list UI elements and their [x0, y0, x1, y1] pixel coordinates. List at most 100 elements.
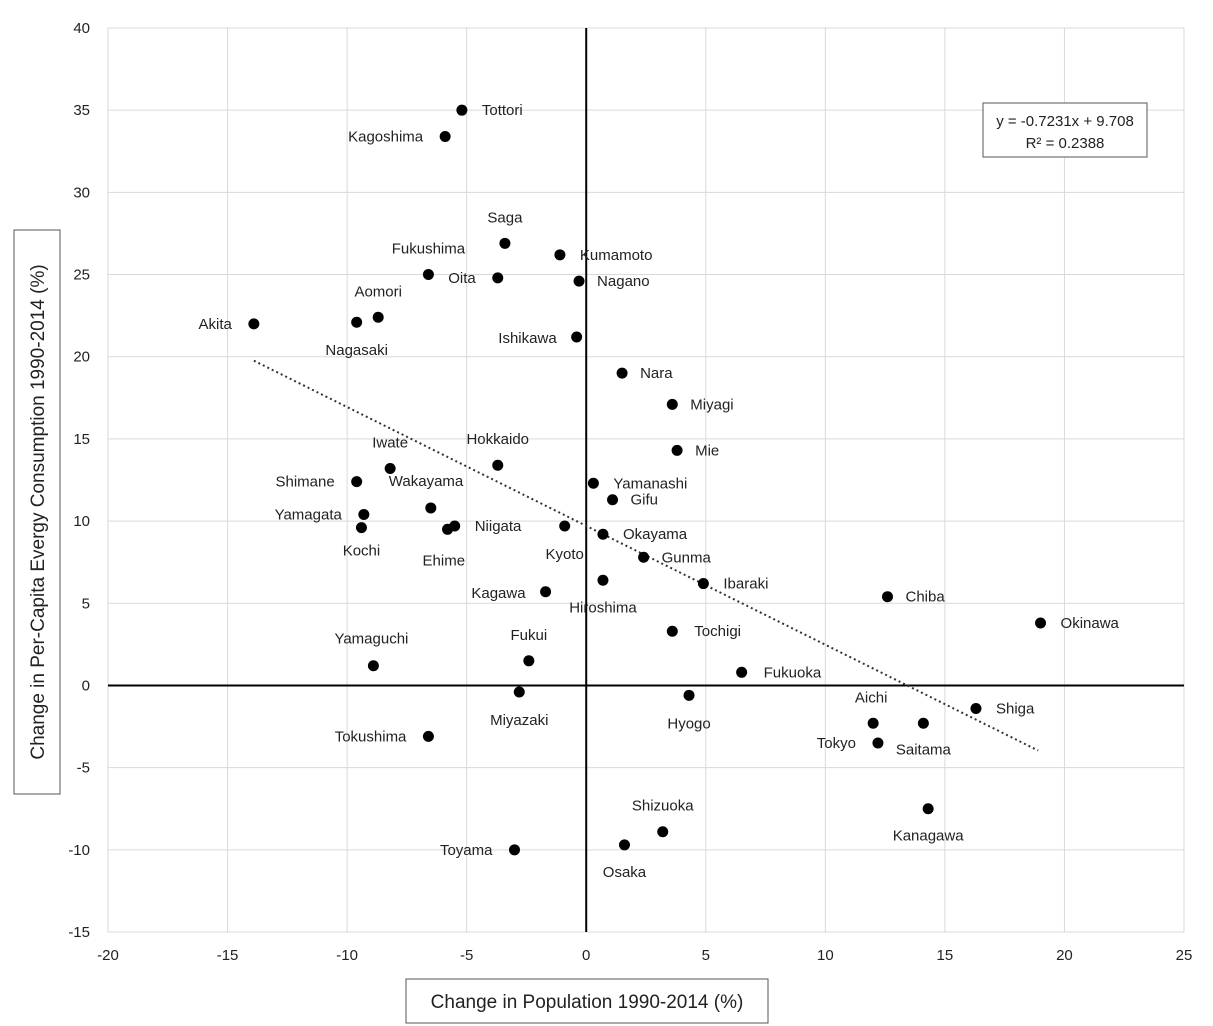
- point-label: Oita: [448, 270, 476, 287]
- data-point: [970, 702, 982, 714]
- data-point: [355, 522, 367, 534]
- trendline-equation: y = -0.7231x + 9.708: [996, 113, 1134, 130]
- data-point: [882, 591, 894, 603]
- point-label: Fukushima: [392, 241, 466, 258]
- data-point: [697, 578, 709, 590]
- data-point: [573, 275, 585, 287]
- data-point: [384, 462, 396, 474]
- data-point: [248, 318, 260, 330]
- point-label: Okayama: [623, 526, 688, 543]
- x-tick-label: 20: [1056, 947, 1073, 964]
- point-label: Okinawa: [1061, 615, 1120, 632]
- y-tick-label: 20: [73, 349, 90, 366]
- point-label: Fukui: [510, 627, 547, 644]
- point-label: Gifu: [631, 492, 659, 509]
- data-point: [367, 660, 379, 672]
- y-axis-title-box: Change in Per-Capita Evergy Consumption …: [13, 229, 61, 795]
- x-tick-label: 10: [817, 947, 834, 964]
- equation-box: y = -0.7231x + 9.708 R² = 0.2388: [982, 102, 1148, 158]
- y-axis-title: Change in Per-Capita Evergy Consumption …: [28, 264, 49, 759]
- trendline: [253, 359, 1039, 752]
- y-tick-label: 35: [73, 102, 90, 119]
- data-point: [422, 269, 434, 281]
- data-point: [442, 523, 454, 535]
- point-label: Kanagawa: [893, 828, 965, 845]
- point-label: Tokyo: [817, 735, 856, 752]
- point-label: Hokkaido: [466, 431, 529, 448]
- data-point: [559, 520, 571, 532]
- data-point: [736, 666, 748, 678]
- x-tick-label: -15: [217, 947, 239, 964]
- x-tick-label: 25: [1176, 947, 1193, 964]
- point-label: Aomori: [354, 283, 402, 300]
- data-point: [492, 272, 504, 284]
- point-label: Tokushima: [335, 728, 407, 745]
- point-label: Toyama: [440, 842, 493, 859]
- point-label: Nagasaki: [325, 342, 388, 359]
- data-point: [666, 398, 678, 410]
- data-point: [554, 249, 566, 261]
- y-tick-label: 0: [82, 677, 90, 694]
- point-label: Ibaraki: [723, 576, 768, 593]
- point-label: Shiga: [996, 700, 1035, 717]
- point-label: Gunma: [662, 549, 712, 566]
- point-label: Yamagata: [275, 507, 343, 524]
- data-point: [666, 625, 678, 637]
- data-point: [422, 730, 434, 742]
- trendline-r-squared: R² = 0.2388: [1026, 135, 1105, 152]
- point-label: Nagano: [597, 273, 650, 290]
- point-label: Ishikawa: [498, 330, 557, 347]
- point-label: Aichi: [855, 689, 888, 706]
- data-point: [508, 844, 520, 856]
- point-label: Kagoshima: [348, 128, 424, 145]
- point-label: Mie: [695, 442, 719, 459]
- data-point: [513, 686, 525, 698]
- data-point: [540, 586, 552, 598]
- data-points: [248, 104, 1047, 856]
- x-axis-title-box: Change in Population 1990-2014 (%): [405, 978, 769, 1024]
- point-label: Yamanashi: [613, 475, 687, 492]
- data-point: [607, 494, 619, 506]
- point-label: Shimane: [275, 474, 334, 491]
- data-point: [683, 689, 695, 701]
- data-point: [618, 839, 630, 851]
- data-point: [1035, 617, 1047, 629]
- point-labels: Tottori Kagoshima Saga Kumamoto Fukushima Oit…: [198, 102, 1119, 881]
- data-point: [638, 551, 650, 563]
- data-point: [917, 717, 929, 729]
- point-label: Kochi: [343, 543, 381, 560]
- x-tick-label: -5: [460, 947, 473, 964]
- point-label: Osaka: [603, 864, 647, 881]
- y-tick-label: -5: [77, 760, 90, 777]
- x-tick-label: 5: [702, 947, 710, 964]
- axes: [108, 28, 1184, 932]
- data-point: [671, 444, 683, 456]
- data-point: [372, 311, 384, 323]
- x-tick-label: -20: [97, 947, 119, 964]
- x-axis-title: Change in Population 1990-2014 (%): [431, 992, 744, 1013]
- data-point: [351, 316, 363, 328]
- point-label: Wakayama: [389, 473, 464, 490]
- point-label: Miyagi: [690, 396, 733, 413]
- point-label: Kyoto: [546, 546, 584, 563]
- point-label: Ehime: [423, 552, 466, 569]
- point-label: Tochigi: [694, 623, 741, 640]
- point-label: Chiba: [906, 589, 946, 606]
- data-point: [597, 528, 609, 540]
- data-point: [616, 367, 628, 379]
- point-label: Hyogo: [667, 715, 710, 732]
- y-tick-label: 25: [73, 267, 90, 284]
- y-tick-label: 40: [73, 20, 90, 37]
- tick-labels: -20 -15 -10 -5 0 5 10 15 20 25 -15 -10 -5 0 5 10 15 20 25 3…: [68, 20, 1192, 964]
- data-point: [872, 737, 884, 749]
- point-label: Kumamoto: [580, 247, 653, 264]
- y-tick-label: 10: [73, 513, 90, 530]
- data-point: [523, 655, 535, 667]
- y-tick-label: 30: [73, 184, 90, 201]
- point-label: Nara: [640, 365, 673, 382]
- x-tick-label: 15: [937, 947, 954, 964]
- data-point: [439, 130, 451, 142]
- data-point: [597, 574, 609, 586]
